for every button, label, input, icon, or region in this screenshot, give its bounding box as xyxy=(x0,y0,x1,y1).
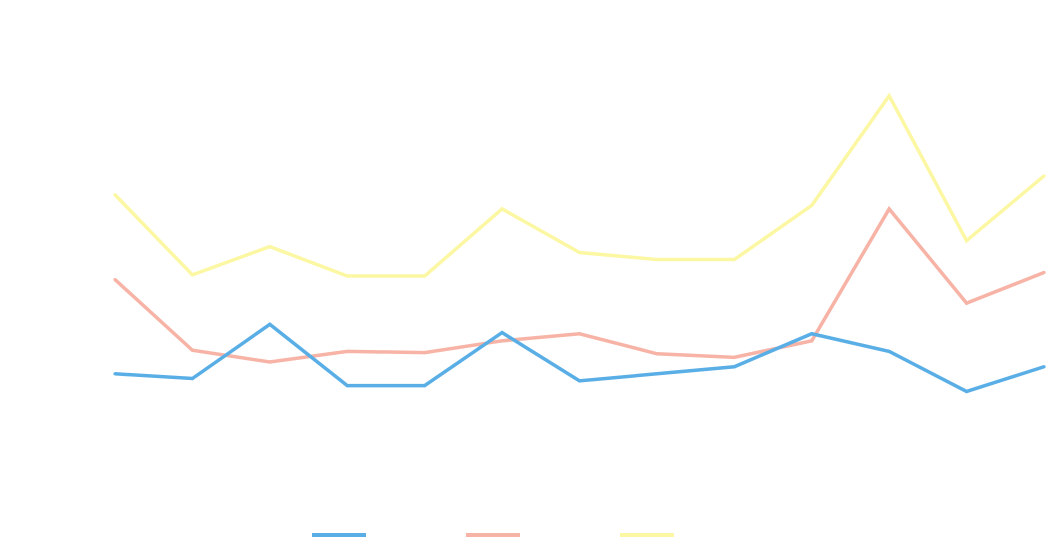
data-point xyxy=(190,348,195,352)
data-point xyxy=(964,239,969,243)
data-point xyxy=(268,322,272,326)
data-point xyxy=(732,355,736,359)
data-point xyxy=(268,360,272,364)
data-point xyxy=(268,245,272,249)
data-point xyxy=(887,349,891,354)
data-point xyxy=(190,376,195,381)
data-point xyxy=(577,379,582,383)
data-point xyxy=(423,274,427,278)
data-point xyxy=(810,332,814,336)
data-point xyxy=(113,277,117,282)
data-point xyxy=(1042,365,1046,369)
data-point xyxy=(964,301,969,305)
data-point xyxy=(964,389,969,394)
data-point xyxy=(810,203,814,207)
data-point xyxy=(345,274,349,278)
data-point xyxy=(500,339,504,343)
data-point xyxy=(113,372,117,376)
data-point xyxy=(423,383,427,388)
data-point xyxy=(655,372,659,376)
data-point xyxy=(887,94,891,98)
data-point xyxy=(577,332,582,336)
data-point xyxy=(732,365,736,369)
data-point xyxy=(345,383,349,388)
data-point xyxy=(655,352,659,356)
data-point xyxy=(500,207,504,211)
data-point xyxy=(887,207,891,211)
data-point xyxy=(1042,174,1046,178)
data-point xyxy=(423,351,427,355)
data-point xyxy=(500,330,504,335)
data-point xyxy=(345,349,349,354)
data-point xyxy=(113,193,117,197)
data-point xyxy=(577,250,582,255)
data-point xyxy=(1042,270,1046,275)
data-point xyxy=(655,257,659,262)
series-line-2 xyxy=(113,92,1046,278)
data-point xyxy=(732,257,736,262)
series-line-1 xyxy=(113,205,1045,364)
series-lines xyxy=(113,92,1046,394)
data-point xyxy=(190,273,195,277)
data-point xyxy=(810,339,814,343)
